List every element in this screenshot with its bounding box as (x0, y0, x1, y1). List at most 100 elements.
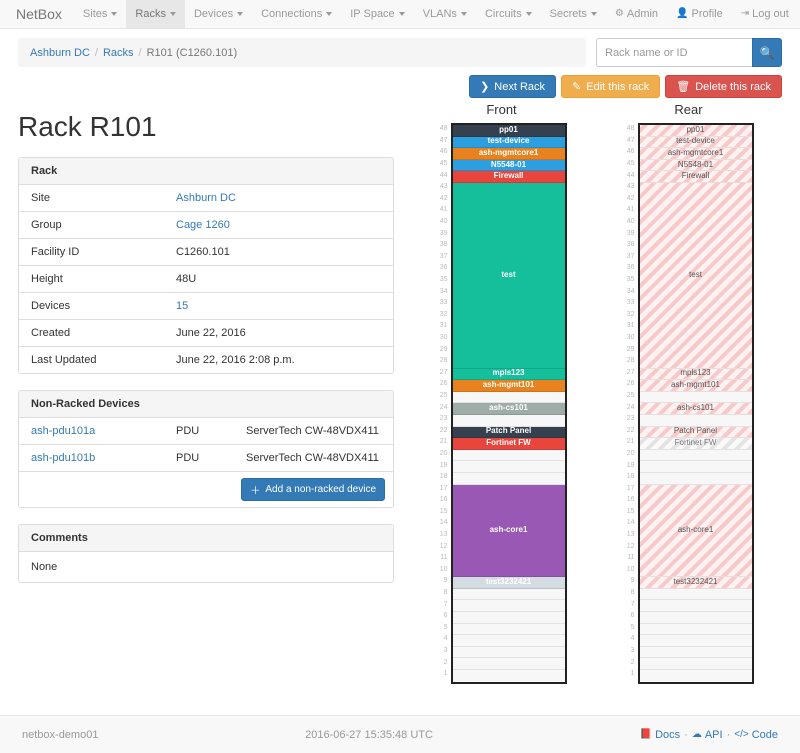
rack-attr-link[interactable]: Ashburn DC (176, 191, 236, 204)
footer-separator: · (684, 728, 688, 741)
rack-empty-slot[interactable] (639, 658, 752, 671)
rack-attr-value[interactable]: 15 (164, 291, 393, 320)
rack-device-test[interactable]: test (452, 182, 565, 369)
rack-device-test-device[interactable]: test-device (452, 136, 565, 149)
delete-rack-button[interactable]: 🗑 Delete this rack (665, 75, 782, 98)
rack-empty-slot[interactable] (452, 414, 565, 427)
rack-empty-slot[interactable] (452, 600, 565, 613)
rack-device-ash-mgmt101[interactable]: ash-mgmt101 (452, 380, 565, 392)
rack-empty-slot[interactable] (639, 600, 752, 613)
nav-item-ip-space[interactable]: IP Space (341, 0, 413, 28)
breadcrumb-current: R101 (C1260.101) (146, 46, 238, 59)
rack-search: 🔍 (596, 38, 782, 67)
rack-empty-slot[interactable] (452, 461, 565, 473)
rack-empty-slot[interactable] (639, 449, 752, 462)
rack-empty-slot[interactable] (639, 670, 752, 682)
search-input[interactable] (596, 38, 752, 67)
nav-item-circuits[interactable]: Circuits (476, 0, 541, 28)
rack-device-n5548-01[interactable]: N5548-01 (452, 159, 565, 172)
rack-empty-slot[interactable] (452, 449, 565, 462)
rack-empty-slot[interactable] (639, 612, 752, 624)
rack-empty-slot[interactable] (452, 623, 565, 636)
rack-device-fortinet-fw[interactable]: Fortinet FW (639, 438, 752, 450)
breadcrumb: Ashburn DC / Racks / R101 (C1260.101) (18, 38, 586, 67)
rack-empty-slot[interactable] (639, 414, 752, 427)
rack-device-ash-cs101[interactable]: ash-cs101 (639, 403, 752, 415)
nav-item-secrets[interactable]: Secrets (541, 0, 606, 28)
nav-item-label: Sites (82, 8, 108, 20)
rack-device-ash-core1[interactable]: ash-core1 (639, 484, 752, 578)
nav-item-sites[interactable]: Sites (74, 0, 126, 28)
edit-rack-button[interactable]: ✎ Edit this rack (561, 75, 661, 98)
rack-device-mpls123[interactable]: mpls123 (452, 368, 565, 381)
nav-log-out-link[interactable]: ⇥ Log out (732, 0, 798, 28)
rack-unit-number: 30 (626, 333, 635, 341)
brand-logo[interactable]: NetBox (16, 6, 62, 22)
rack-device-patch-panel[interactable]: Patch Panel (639, 426, 752, 439)
rack-attr-key: Created (19, 318, 164, 347)
next-rack-button[interactable]: ❯ Next Rack (469, 75, 557, 98)
nav-item-label: Devices (193, 8, 234, 20)
rack-empty-slot[interactable] (452, 646, 565, 659)
nav-item-devices[interactable]: Devices (185, 0, 252, 28)
rack-device-ash-cs101[interactable]: ash-cs101 (452, 403, 565, 415)
rack-device-pp01[interactable]: pp01 (452, 125, 565, 137)
rack-attr-value[interactable]: Cage 1260 (164, 210, 393, 239)
rack-device-n5548-01[interactable]: N5548-01 (639, 159, 752, 172)
add-non-racked-device-button[interactable]: ＋ Add a non-racked device (241, 477, 385, 501)
code-link[interactable]: </> Code (734, 729, 778, 741)
nav-item-racks[interactable]: Racks (126, 0, 185, 28)
api-link[interactable]: ☁ API (692, 729, 723, 741)
rack-device-test3232421[interactable]: test3232421 (639, 577, 752, 589)
rack-device-test-device[interactable]: test-device (639, 136, 752, 149)
device-link[interactable]: ash-pdu101b (31, 451, 96, 464)
device-link[interactable]: ash-pdu101a (31, 424, 96, 437)
breadcrumb-racks-link[interactable]: Racks (102, 46, 134, 59)
rack-device-ash-mgmtcore1[interactable]: ash-mgmtcore1 (452, 148, 565, 160)
rack-device-fortinet-fw[interactable]: Fortinet FW (452, 438, 565, 450)
rack-empty-slot[interactable] (452, 670, 565, 682)
rack-empty-slot[interactable] (639, 623, 752, 636)
rack-device-mpls123[interactable]: mpls123 (639, 368, 752, 381)
nav-admin-link[interactable]: ⚙ Admin (606, 0, 667, 28)
rack-device-ash-core1[interactable]: ash-core1 (452, 484, 565, 578)
rack-device-pp01[interactable]: pp01 (639, 125, 752, 137)
rack-empty-slot[interactable] (452, 612, 565, 624)
nav-profile-link[interactable]: 👤 Profile (667, 0, 732, 28)
rack-device-test[interactable]: test (639, 182, 752, 369)
nav-item-connections[interactable]: Connections (252, 0, 341, 28)
non-racked-device-type: ServerTech CW-48VDX411 (234, 443, 393, 471)
rack-empty-slot[interactable] (639, 588, 752, 601)
search-button[interactable]: 🔍 (752, 38, 782, 67)
rack-device-patch-panel[interactable]: Patch Panel (452, 426, 565, 439)
breadcrumb-site-link[interactable]: Ashburn DC (30, 46, 90, 59)
rack-device-test3232421[interactable]: test3232421 (452, 577, 565, 589)
non-racked-device-name[interactable]: ash-pdu101b (19, 443, 164, 471)
chevron-down-icon (111, 12, 118, 16)
rack-empty-slot[interactable] (452, 588, 565, 601)
rack-empty-slot[interactable] (452, 472, 565, 485)
main-content: Rack R101 Rack Site Ashburn DC Group Cage 1… (0, 98, 800, 684)
breadcrumb-separator-2: / (138, 46, 142, 59)
nav-item-label: VLANs (422, 8, 457, 20)
rack-attr-value[interactable]: Ashburn DC (164, 185, 393, 212)
nav-item-vlans[interactable]: VLANs (414, 0, 476, 28)
docs-link[interactable]: 📕 Docs (640, 729, 681, 741)
rack-empty-slot[interactable] (452, 635, 565, 647)
rack-empty-slot[interactable] (639, 391, 752, 404)
non-racked-device-name[interactable]: ash-pdu101a (19, 418, 164, 445)
rack-device-ash-mgmt101[interactable]: ash-mgmt101 (639, 380, 752, 392)
rack-attr-link[interactable]: Cage 1260 (176, 218, 230, 231)
rack-empty-slot[interactable] (452, 658, 565, 671)
rack-empty-slot[interactable] (639, 461, 752, 473)
rack-empty-slot[interactable] (639, 472, 752, 485)
rack-device-firewall[interactable]: Firewall (452, 171, 565, 183)
nav-item-label: IP Space (350, 8, 395, 20)
rack-empty-slot[interactable] (639, 635, 752, 647)
rack-device-label: ash-core1 (677, 525, 714, 534)
rack-attr-link[interactable]: 15 (176, 299, 189, 312)
rack-empty-slot[interactable] (452, 391, 565, 404)
rack-empty-slot[interactable] (639, 646, 752, 659)
rack-device-firewall[interactable]: Firewall (639, 171, 752, 183)
rack-device-ash-mgmtcore1[interactable]: ash-mgmtcore1 (639, 148, 752, 160)
